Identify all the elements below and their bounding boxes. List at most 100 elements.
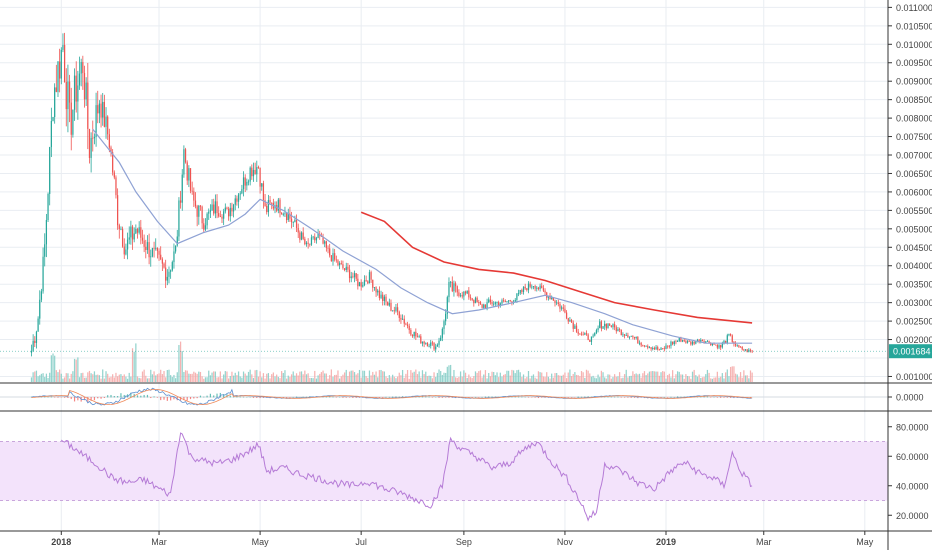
macd-histogram-bar [442, 397, 443, 398]
volume-bar [463, 370, 464, 382]
volume-bar [491, 372, 492, 382]
candle-down [397, 307, 398, 312]
volume-bar [384, 372, 385, 382]
volume-bar [730, 367, 731, 382]
macd-histogram-bar [289, 397, 290, 398]
candle-up [516, 294, 517, 300]
volume-bar [198, 372, 199, 382]
macd-histogram-bar [157, 397, 158, 398]
volume-bar [114, 377, 115, 382]
volume-bar [205, 377, 206, 382]
candle-up [622, 334, 623, 335]
volume-bar [155, 375, 156, 382]
volume-bar [440, 371, 441, 382]
volume-bar [435, 377, 436, 382]
volume-bar [59, 370, 60, 382]
macd-histogram-bar [432, 397, 433, 398]
volume-bar [268, 373, 269, 382]
candle-up [346, 267, 347, 270]
volume-bar [417, 374, 418, 382]
volume-bar [660, 372, 661, 382]
price-tick-label: 0.005000 [896, 224, 932, 234]
candle-up [435, 347, 436, 350]
candle-down [329, 248, 330, 255]
volume-bar [366, 376, 367, 382]
candle-down [543, 288, 544, 291]
candle-down [34, 341, 35, 343]
candle-down [372, 280, 373, 288]
candle-down [197, 206, 198, 216]
volume-bar [695, 375, 696, 382]
candle-up [86, 83, 87, 100]
macd-histogram-bar [200, 396, 201, 398]
volume-bar [79, 377, 80, 382]
volume-bar [647, 373, 648, 382]
macd-histogram-bar [607, 397, 608, 398]
candle-up [42, 257, 43, 292]
candle-down [193, 191, 194, 200]
price-tick-label: 0.011000 [896, 3, 932, 13]
price-tick-label: 0.007000 [896, 151, 932, 161]
volume-bar [122, 376, 123, 382]
volume-bar [379, 370, 380, 382]
candle-down [538, 288, 539, 289]
volume-bar [645, 375, 646, 382]
volume-bar [657, 372, 658, 382]
macd-histogram-bar [243, 397, 244, 398]
candle-down [231, 208, 232, 212]
candle-down [740, 347, 741, 348]
volume-bar [140, 378, 141, 382]
candle-up [660, 348, 661, 350]
candle-up [649, 347, 650, 348]
candle-down [458, 292, 459, 296]
candle-up [520, 290, 521, 293]
volume-bar [158, 373, 159, 382]
candle-down [662, 348, 663, 349]
volume-bar [596, 378, 597, 382]
candle-down [409, 326, 410, 330]
candle-up [670, 342, 671, 346]
candle-down [137, 229, 138, 233]
time-tick-label: May [856, 537, 874, 547]
macd-histogram-bar [51, 397, 52, 398]
candle-down [669, 346, 670, 347]
volume-bar [81, 373, 82, 382]
candle-up [536, 288, 537, 289]
candle-down [473, 300, 474, 303]
macd-histogram-bar [71, 397, 72, 399]
volume-bar [740, 372, 741, 382]
volume-bar [127, 379, 128, 382]
volume-bar [69, 379, 70, 382]
volume-bar [392, 375, 393, 382]
macd-histogram-bar [190, 397, 191, 399]
volume-bar [419, 371, 420, 382]
volume-bar [228, 378, 229, 382]
candle-up [74, 76, 75, 110]
macd-histogram-bar [574, 397, 575, 398]
volume-bar [576, 375, 577, 382]
volume-bar [256, 370, 257, 382]
volume-bar [718, 378, 719, 382]
candle-up [225, 208, 226, 212]
volume-bar [437, 373, 438, 382]
candle-down [738, 345, 739, 347]
volume-bar [57, 372, 58, 382]
candle-up [284, 213, 285, 214]
volume-bar [347, 376, 348, 382]
candle-down [271, 203, 272, 204]
candle-up [36, 332, 37, 343]
volume-bar [521, 377, 522, 382]
candle-up [437, 345, 438, 347]
candle-down [394, 310, 395, 311]
volume-bar [520, 372, 521, 382]
candle-up [77, 85, 78, 101]
candle-down [236, 198, 237, 201]
volume-bar [201, 376, 202, 382]
candle-up [475, 298, 476, 303]
volume-bar [581, 371, 582, 382]
macd-histogram-bar [253, 397, 254, 398]
candle-up [173, 251, 174, 262]
macd-histogram-bar [392, 397, 393, 398]
